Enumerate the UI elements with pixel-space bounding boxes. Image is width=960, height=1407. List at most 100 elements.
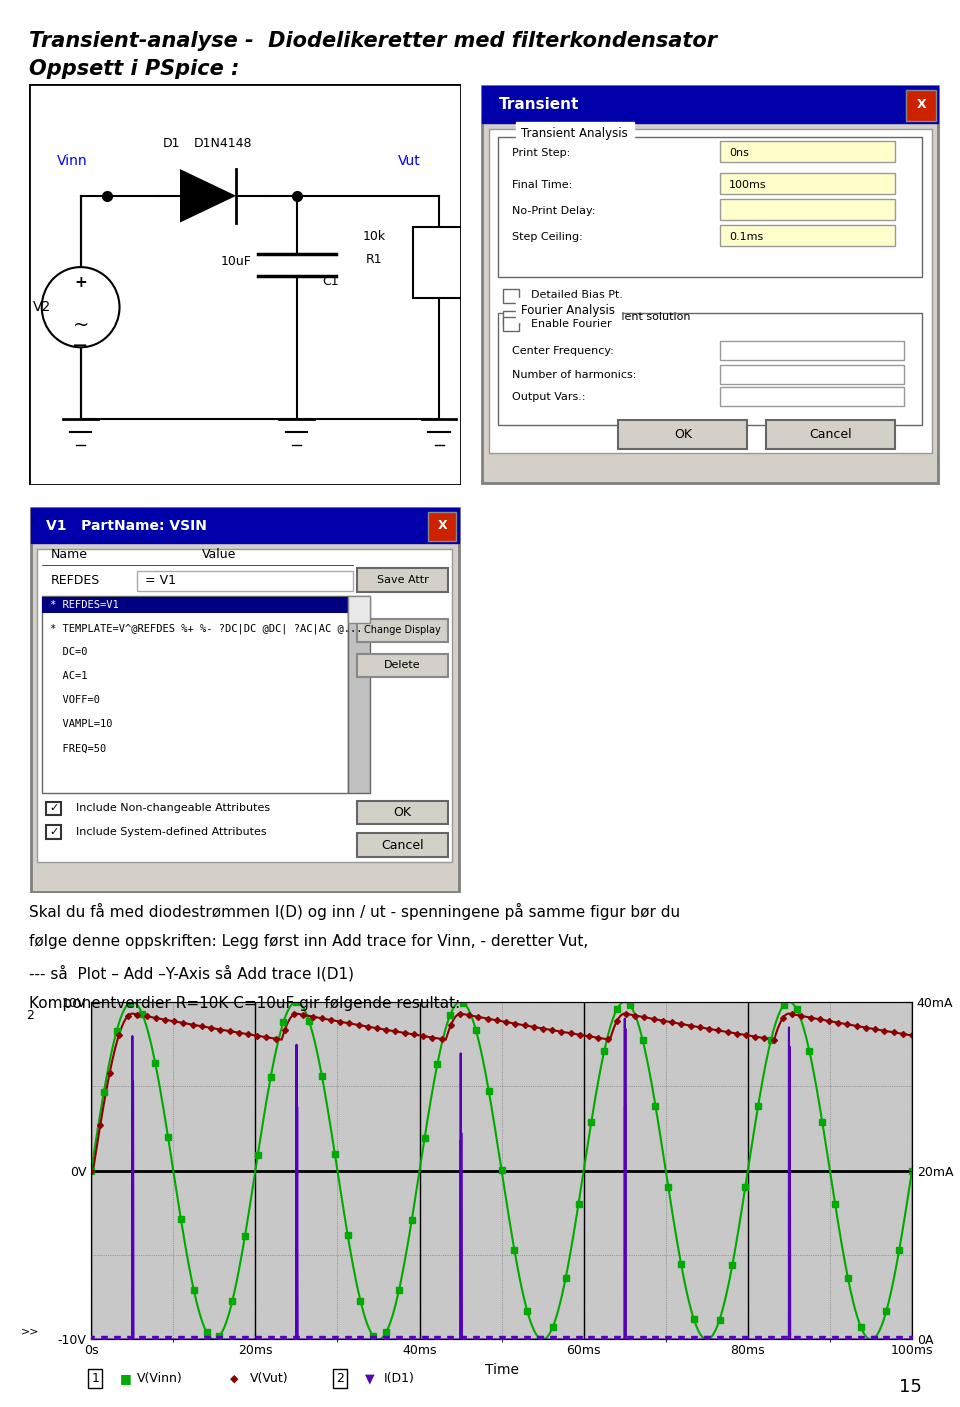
Bar — [618, 421, 747, 449]
Text: Step Ceiling:: Step Ceiling: — [513, 232, 583, 242]
Text: Transient-analyse -  Diodelikeretter med filterkondensator: Transient-analyse - Diodelikeretter med … — [29, 31, 717, 51]
Text: Print Step:: Print Step: — [513, 148, 570, 158]
Text: Detailed Bias Pt.: Detailed Bias Pt. — [531, 290, 623, 300]
Bar — [42, 597, 348, 613]
Text: 100ms: 100ms — [729, 180, 766, 190]
Text: = V1: = V1 — [146, 574, 177, 587]
Text: Vut: Vut — [397, 153, 420, 167]
Text: AC=1: AC=1 — [50, 671, 88, 681]
Text: 2: 2 — [26, 1009, 34, 1021]
Text: følge denne oppskriften: Legg først inn Add trace for Vinn, - deretter Vut,: følge denne oppskriften: Legg først inn … — [29, 934, 588, 950]
Bar — [46, 802, 61, 815]
Text: R1: R1 — [366, 253, 383, 266]
Text: 0ns: 0ns — [729, 148, 749, 158]
Bar — [720, 225, 895, 246]
Text: D1N4148: D1N4148 — [194, 136, 252, 149]
Text: V2: V2 — [33, 300, 51, 314]
Bar — [503, 288, 519, 303]
Bar — [428, 512, 457, 542]
Bar — [357, 833, 447, 857]
Bar — [357, 568, 447, 591]
Text: Vinn: Vinn — [57, 153, 87, 167]
Text: D1: D1 — [162, 136, 180, 149]
Text: VAMPL=10: VAMPL=10 — [50, 719, 113, 729]
Text: V(Vut): V(Vut) — [250, 1372, 288, 1386]
Bar — [357, 653, 447, 677]
Text: 0.1ms: 0.1ms — [729, 232, 763, 242]
Bar — [490, 128, 931, 453]
Text: 1: 1 — [91, 1372, 99, 1386]
Circle shape — [41, 267, 119, 348]
Bar — [720, 200, 895, 219]
Text: FREQ=50: FREQ=50 — [50, 743, 107, 753]
Text: Delete: Delete — [384, 660, 420, 670]
Text: Enable Fourier: Enable Fourier — [531, 319, 612, 329]
Bar — [357, 801, 447, 825]
Text: * REFDES=V1: * REFDES=V1 — [50, 599, 119, 609]
Text: Skal du få med diodestrømmen I(D) og inn / ut - spenningene på samme figur bør d: Skal du få med diodestrømmen I(D) og inn… — [29, 903, 680, 920]
Bar — [136, 571, 352, 591]
Bar — [720, 364, 904, 384]
Text: V1   PartName: VSIN: V1 PartName: VSIN — [46, 519, 207, 533]
Bar — [503, 317, 519, 331]
Text: +: + — [74, 276, 87, 290]
Text: ▼: ▼ — [365, 1372, 374, 1386]
Text: Number of harmonics:: Number of harmonics: — [513, 370, 636, 380]
Text: Include Non-changeable Attributes: Include Non-changeable Attributes — [76, 803, 271, 813]
Text: 10k: 10k — [363, 231, 386, 243]
Text: I(D1): I(D1) — [384, 1372, 415, 1386]
Text: V(Vinn): V(Vinn) — [137, 1372, 183, 1386]
X-axis label: Time: Time — [485, 1363, 518, 1377]
Bar — [46, 825, 61, 839]
Text: −: − — [72, 335, 89, 355]
Text: X: X — [438, 519, 447, 532]
Bar — [720, 387, 904, 407]
Text: Komponentverdier R=10K C=10uF gir følgende resultat:: Komponentverdier R=10K C=10uF gir følgen… — [29, 996, 460, 1012]
Text: REFDES: REFDES — [50, 574, 100, 587]
Text: OK: OK — [674, 428, 692, 440]
Bar — [498, 312, 923, 425]
Text: Name: Name — [50, 549, 87, 561]
Text: Include System-defined Attributes: Include System-defined Attributes — [76, 826, 267, 837]
Text: VOFF=0: VOFF=0 — [50, 695, 101, 705]
Polygon shape — [180, 169, 236, 222]
Text: Cancel: Cancel — [381, 839, 423, 851]
Bar — [498, 136, 923, 277]
Bar — [31, 508, 459, 543]
Text: C1: C1 — [323, 274, 339, 288]
Text: 15: 15 — [899, 1377, 922, 1396]
Bar — [37, 549, 452, 862]
Text: Center Frequency:: Center Frequency: — [513, 346, 614, 356]
Bar — [357, 619, 447, 642]
Text: Fourier Analysis: Fourier Analysis — [521, 304, 615, 317]
Bar — [720, 173, 895, 194]
Bar — [348, 595, 371, 794]
Bar — [720, 141, 895, 162]
Bar — [720, 340, 904, 360]
Text: ✓: ✓ — [49, 803, 59, 813]
Text: DC=0: DC=0 — [50, 647, 88, 657]
Text: Final Time:: Final Time: — [513, 180, 572, 190]
Text: Transient Analysis: Transient Analysis — [521, 127, 628, 141]
Text: 2: 2 — [336, 1372, 344, 1386]
Text: ~: ~ — [72, 315, 89, 335]
Text: Oppsett i PSpice :: Oppsett i PSpice : — [29, 59, 239, 79]
Bar — [906, 90, 936, 121]
Text: X: X — [917, 98, 926, 111]
Text: --- så  Plot – Add –Y-Axis så Add trace I(D1): --- så Plot – Add –Y-Axis så Add trace I… — [29, 965, 354, 982]
Text: ◆: ◆ — [230, 1373, 239, 1384]
Bar — [766, 421, 895, 449]
Text: Transient: Transient — [498, 97, 579, 113]
Bar — [413, 227, 465, 298]
Bar — [503, 311, 519, 325]
Text: Cancel: Cancel — [809, 428, 852, 440]
Bar — [42, 595, 348, 794]
Text: ✓: ✓ — [49, 826, 59, 837]
Bar — [482, 86, 939, 122]
Text: OK: OK — [394, 806, 412, 819]
Text: * TEMPLATE=V^@REFDES %+ %- ?DC|DC @DC| ?AC|AC @...: * TEMPLATE=V^@REFDES %+ %- ?DC|DC @DC| ?… — [50, 623, 363, 633]
Text: Output Vars.:: Output Vars.: — [513, 393, 586, 402]
Text: Skip initial transient solution: Skip initial transient solution — [531, 312, 690, 322]
Text: Save Attr: Save Attr — [376, 575, 428, 585]
Text: Value: Value — [202, 549, 236, 561]
